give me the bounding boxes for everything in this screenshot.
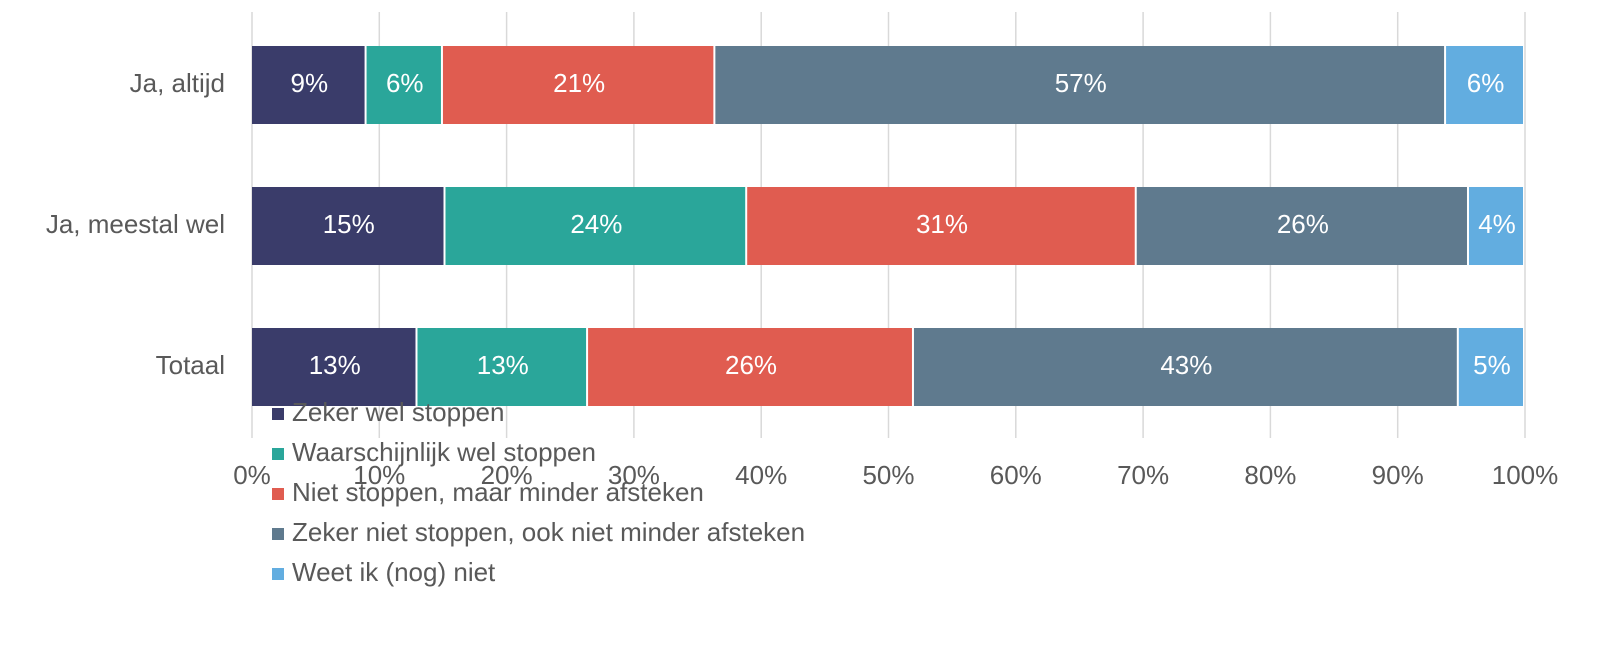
legend-label: Waarschijnlijk wel stoppen: [292, 437, 596, 467]
value-label: 6%: [386, 68, 424, 98]
bar-segment: [1458, 328, 1523, 406]
bar-segment: [1468, 187, 1523, 265]
legend-label: Niet stoppen, maar minder afsteken: [292, 477, 704, 507]
x-tick-label: 70%: [1117, 460, 1169, 490]
bar-segment: [715, 46, 1445, 124]
value-label: 43%: [1160, 350, 1212, 380]
legend-marker: [272, 568, 284, 580]
x-tick-label: 100%: [1492, 460, 1559, 490]
bar-segment: [913, 328, 1457, 406]
value-label: 6%: [1467, 68, 1505, 98]
bar-segment: [1136, 187, 1467, 265]
bar-segment: [252, 328, 416, 406]
value-label: 13%: [477, 350, 529, 380]
bar-segment: [366, 46, 441, 124]
x-tick-label: 30%: [608, 460, 660, 490]
x-tick-label: 40%: [735, 460, 787, 490]
bar-segment: [442, 46, 714, 124]
legend-marker: [272, 408, 284, 420]
bar-segment: [252, 46, 365, 124]
value-label: 21%: [553, 68, 605, 98]
y-tick-label: Ja, altijd: [130, 68, 225, 98]
x-tick-label: 90%: [1372, 460, 1424, 490]
bar-segment: [445, 187, 746, 265]
value-label: 13%: [309, 350, 361, 380]
x-tick-label: 0%: [233, 460, 271, 490]
x-tick-label: 50%: [862, 460, 914, 490]
x-tick-label: 10%: [353, 460, 405, 490]
value-label: 15%: [323, 209, 375, 239]
bar-segment: [1446, 46, 1523, 124]
legend-label: Zeker niet stoppen, ook niet minder afst…: [292, 517, 805, 547]
x-tick-label: 60%: [990, 460, 1042, 490]
value-label: 26%: [725, 350, 777, 380]
value-label: 26%: [1277, 209, 1329, 239]
value-label: 5%: [1473, 350, 1511, 380]
y-tick-label: Ja, meestal wel: [46, 209, 225, 239]
legend-label: Weet ik (nog) niet: [292, 557, 496, 587]
bar-segment: [252, 187, 444, 265]
value-label: 31%: [916, 209, 968, 239]
bar-segment: [417, 328, 587, 406]
value-label: 57%: [1055, 68, 1107, 98]
y-tick-label: Totaal: [156, 350, 225, 380]
x-tick-label: 20%: [481, 460, 533, 490]
x-tick-label: 80%: [1244, 460, 1296, 490]
value-label: 4%: [1478, 209, 1516, 239]
bar-segment: [747, 187, 1135, 265]
legend-label: Zeker wel stoppen: [292, 397, 504, 427]
value-label: 24%: [570, 209, 622, 239]
legend-marker: [272, 528, 284, 540]
legend-marker: [272, 448, 284, 460]
bar-segment: [588, 328, 912, 406]
value-label: 9%: [290, 68, 328, 98]
legend-marker: [272, 488, 284, 500]
